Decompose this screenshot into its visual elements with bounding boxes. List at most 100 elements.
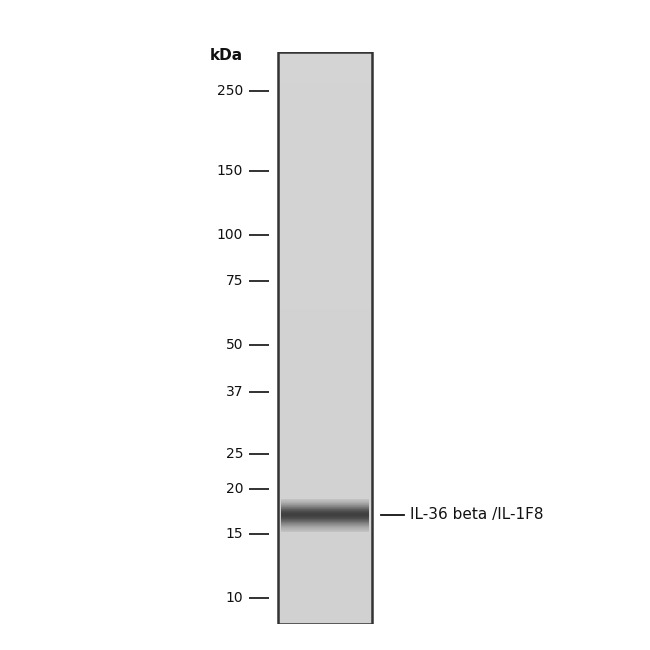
Bar	[278, 504, 372, 507]
Bar	[278, 436, 372, 438]
Bar	[278, 275, 372, 278]
Bar	[278, 501, 372, 504]
Bar	[278, 321, 372, 324]
Bar	[278, 395, 372, 398]
Bar	[278, 272, 372, 275]
Bar	[278, 226, 372, 229]
Text: 100: 100	[216, 228, 243, 242]
Bar	[278, 375, 372, 378]
Bar	[278, 326, 372, 330]
Bar	[278, 575, 372, 578]
Bar	[278, 438, 372, 441]
Bar	[278, 240, 372, 244]
Bar	[278, 58, 372, 60]
Bar	[278, 481, 372, 484]
Bar	[278, 552, 372, 555]
Bar	[278, 92, 372, 95]
Bar	[278, 181, 372, 183]
Bar	[278, 387, 372, 389]
Bar	[278, 618, 372, 621]
Bar	[278, 289, 372, 292]
Bar	[278, 250, 372, 252]
Bar	[278, 372, 372, 375]
Text: 15: 15	[226, 527, 243, 541]
Bar	[278, 407, 372, 410]
Text: kDa: kDa	[210, 48, 243, 63]
Bar	[278, 278, 372, 281]
Bar	[278, 361, 372, 364]
Bar	[278, 536, 372, 538]
Bar	[278, 312, 372, 315]
Bar	[278, 55, 372, 58]
Bar	[278, 246, 372, 250]
Bar	[278, 530, 372, 532]
Bar	[278, 367, 372, 369]
Bar	[278, 198, 372, 201]
Bar	[278, 203, 372, 207]
Bar	[278, 292, 372, 295]
Bar	[278, 604, 372, 607]
Text: 75: 75	[226, 274, 243, 288]
Bar	[278, 295, 372, 298]
Bar	[278, 616, 372, 618]
Bar	[278, 538, 372, 541]
Bar	[278, 558, 372, 561]
Bar	[278, 269, 372, 272]
Bar	[278, 595, 372, 598]
Bar	[278, 189, 372, 192]
Bar	[278, 304, 372, 307]
Bar	[278, 101, 372, 103]
Bar	[278, 350, 372, 352]
Bar	[278, 135, 372, 138]
Bar	[278, 426, 372, 430]
Bar	[278, 461, 372, 464]
Bar	[278, 464, 372, 467]
Bar	[278, 152, 372, 155]
Bar	[278, 473, 372, 475]
Bar	[278, 418, 372, 421]
Bar	[278, 187, 372, 189]
Bar	[278, 498, 372, 501]
Bar	[278, 550, 372, 552]
Bar	[278, 132, 372, 135]
Bar	[278, 415, 372, 418]
Bar	[278, 150, 372, 152]
Bar	[278, 207, 372, 209]
Bar	[278, 569, 372, 573]
Bar	[278, 338, 372, 341]
Bar	[278, 261, 372, 264]
Text: 25: 25	[226, 447, 243, 461]
Bar	[278, 381, 372, 384]
Bar	[278, 332, 372, 335]
Bar	[278, 86, 372, 89]
Bar	[278, 526, 372, 530]
Bar	[278, 450, 372, 452]
Bar	[278, 224, 372, 226]
Bar	[278, 83, 372, 86]
Bar	[278, 521, 372, 524]
Text: 37: 37	[226, 385, 243, 399]
Bar	[278, 112, 372, 115]
Bar	[278, 307, 372, 309]
Bar	[278, 75, 372, 78]
Bar	[278, 410, 372, 412]
Bar	[278, 318, 372, 321]
Bar	[278, 164, 372, 166]
Bar	[278, 309, 372, 312]
Bar	[278, 155, 372, 158]
Bar	[278, 455, 372, 458]
Bar	[278, 335, 372, 338]
Bar	[278, 124, 372, 126]
Bar	[278, 129, 372, 132]
Bar	[278, 66, 372, 69]
Bar	[278, 315, 372, 318]
Bar	[278, 330, 372, 332]
Bar	[278, 146, 372, 150]
Bar	[278, 544, 372, 547]
Bar	[278, 541, 372, 544]
Bar	[278, 484, 372, 487]
Bar	[278, 355, 372, 358]
Bar	[278, 489, 372, 493]
Bar	[278, 369, 372, 372]
Bar	[278, 607, 372, 610]
